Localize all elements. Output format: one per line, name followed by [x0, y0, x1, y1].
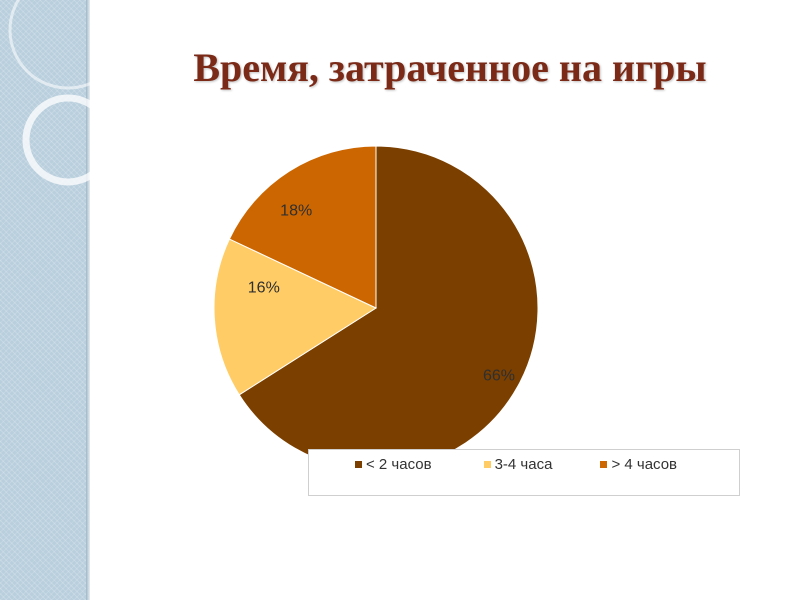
pie-data-labels: 66% 16% 18%	[248, 202, 515, 384]
decorative-side-edge	[86, 0, 90, 600]
pie-data-label: 18%	[280, 202, 312, 219]
legend-swatch	[600, 461, 608, 468]
pie-slice-3-4h	[213, 238, 378, 396]
legend-label: > 4 часов	[611, 456, 678, 473]
legend-item-3-4h: 3-4 часа	[483, 456, 553, 473]
legend-label: < 2 часов	[366, 456, 432, 473]
pie-slice-more-4h	[228, 145, 377, 309]
page-title: Время, затраченное на игры	[193, 45, 707, 90]
legend-item-more-4h: > 4 часов	[600, 456, 677, 473]
legend-swatch	[355, 461, 362, 468]
legend-label: 3-4 часа	[494, 456, 553, 473]
decorative-ring-large	[8, 0, 128, 90]
pie-data-label: 16%	[248, 280, 280, 297]
legend-item-less-2h: < 2 часов	[355, 456, 432, 473]
chart-legend: < 2 часов 3-4 часа > 4 часов	[308, 449, 740, 496]
pie-data-label: 66%	[483, 368, 515, 385]
decorative-ring-thick	[22, 94, 114, 186]
pie-slices	[213, 145, 539, 471]
decorative-rings	[8, 0, 128, 186]
legend-swatch	[483, 461, 491, 468]
